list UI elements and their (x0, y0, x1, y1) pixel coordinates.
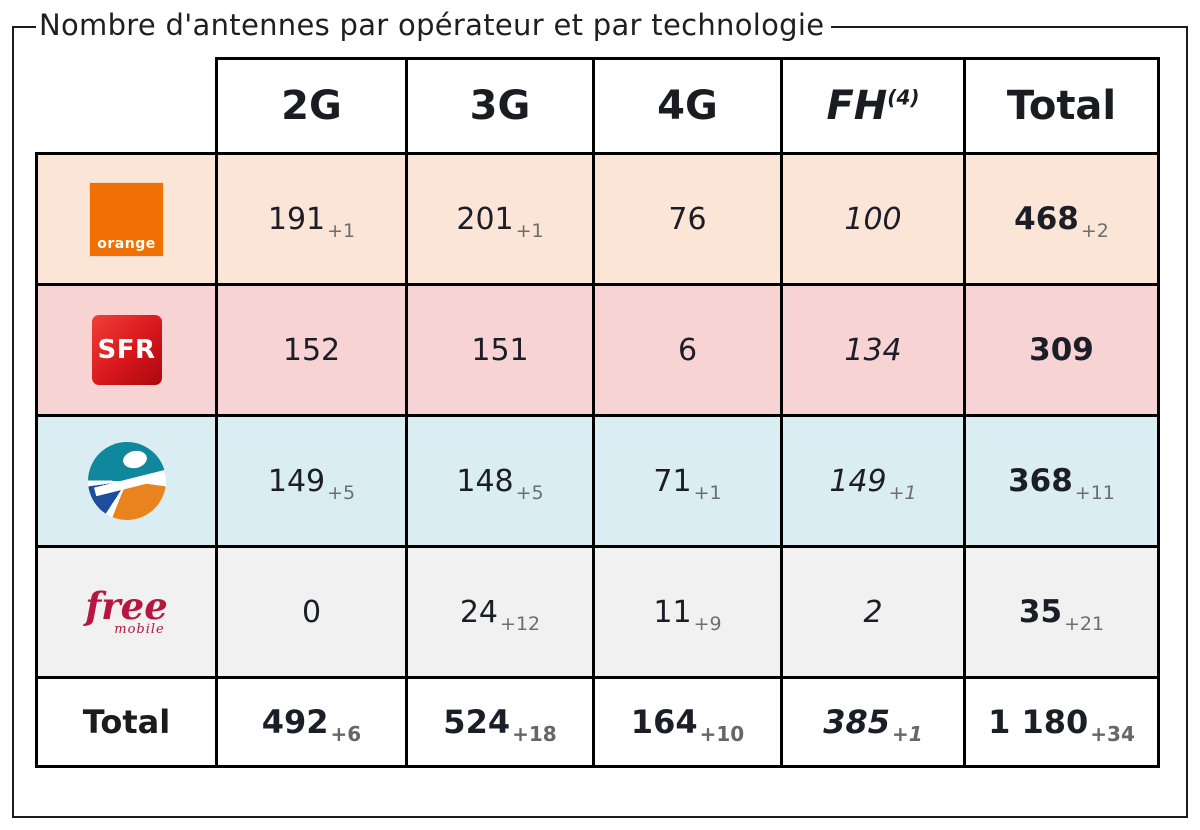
orange-4g-cell: 76 (592, 152, 783, 286)
cell-value: 309 (1029, 332, 1094, 368)
orange-total-cell: 468 +2 (963, 152, 1160, 286)
page-title: Nombre d'antennes par opérateur et par t… (36, 6, 832, 44)
total-row-label: Total (35, 676, 218, 768)
header-corner-empty (37, 59, 217, 154)
orange-logo: orange (90, 182, 163, 256)
sfr-fh-cell: 134 (780, 283, 966, 417)
row-free: free mobile 0 24 +12 11 +9 2 35 +21 (35, 545, 1160, 679)
figure-frame: Nombre d'antennes par opérateur et par t… (12, 6, 1188, 818)
antenna-table: 2G 3G 4G FH(4) Total orange (35, 57, 1160, 768)
bouygues-cell (35, 414, 218, 548)
header-row: 2G 3G 4G FH(4) Total (37, 57, 1160, 155)
free-3g-cell: 24 +12 (405, 545, 595, 679)
orange-2g-cell: 191 +1 (215, 152, 408, 286)
cell-value: 11 (653, 594, 692, 630)
row-total: Total 492 +6 524 +18 164 +10 385 +1 1 180 +34 (35, 676, 1160, 768)
cell-value: 164 (630, 703, 698, 741)
sfr-cell: SFR (35, 283, 218, 417)
sfr-2g-cell: 152 (215, 283, 408, 417)
sfr-total-cell: 309 (963, 283, 1160, 417)
cell-delta: +1 (892, 722, 923, 746)
orange-cell: orange (35, 152, 218, 286)
sfr-3g-cell: 151 (405, 283, 595, 417)
bouygues-4g-cell: 71 +1 (592, 414, 783, 548)
free-cell: free mobile (35, 545, 218, 679)
free-logo-label: free (85, 584, 168, 628)
cell-value: 0 (301, 594, 322, 630)
row-sfr: SFR 152 151 6 134 309 (35, 283, 1160, 417)
header-total: Total (963, 57, 1160, 155)
free-4g-cell: 11 +9 (592, 545, 783, 679)
cell-delta: +1 (327, 219, 356, 242)
cell-delta: +5 (327, 481, 356, 504)
header-3g: 3G (405, 57, 595, 155)
bouygues-3g-cell: 148 +5 (405, 414, 595, 548)
free-logo-sublabel: mobile (114, 622, 165, 637)
cell-value: 492 (261, 703, 329, 741)
bouygues-logo-swoosh (93, 468, 166, 497)
header-4g: 4G (592, 57, 783, 155)
cell-delta: +1 (888, 481, 917, 504)
header-fh: FH(4) (780, 57, 966, 155)
cell-value: 191 (267, 201, 326, 237)
bouygues-fh-cell: 149 +1 (780, 414, 966, 548)
orange-fh-cell: 100 (780, 152, 966, 286)
cell-value: 76 (668, 201, 707, 237)
total-2g-cell: 492 +6 (215, 676, 408, 768)
row-bouygues: 149 +5 148 +5 71 +1 149 +1 368 +11 (35, 414, 1160, 548)
cell-value: 1 180 (988, 703, 1089, 741)
cell-value: 524 (443, 703, 511, 741)
cell-value: 148 (456, 463, 514, 499)
total-3g-cell: 524 +18 (405, 676, 595, 768)
cell-delta: +11 (1074, 482, 1115, 504)
sfr-logo-label: SFR (97, 335, 156, 365)
cell-value: 149 (829, 463, 887, 499)
bouygues-total-cell: 368 +11 (963, 414, 1160, 548)
free-total-cell: 35 +21 (963, 545, 1160, 679)
cell-delta: +1 (515, 219, 544, 242)
cell-value: 24 (459, 594, 499, 630)
cell-value: 149 (267, 463, 326, 499)
cell-value: 368 (1008, 463, 1073, 499)
header-fh-label: FH (826, 83, 888, 129)
cell-value: 468 (1014, 201, 1079, 237)
cell-delta: +9 (693, 612, 722, 635)
cell-value: 2 (863, 594, 883, 630)
cell-value: 6 (677, 332, 698, 368)
sfr-logo: SFR (91, 315, 162, 385)
cell-delta: +5 (515, 481, 544, 504)
bouygues-logo-head (121, 448, 149, 470)
header-fh-footnote: (4) (887, 85, 920, 110)
cell-value: 134 (844, 332, 902, 368)
cell-delta: +18 (512, 722, 557, 746)
cell-delta: +6 (330, 722, 362, 746)
cell-value: 152 (282, 332, 341, 368)
cell-delta: +10 (699, 722, 745, 746)
total-4g-cell: 164 +10 (592, 676, 783, 768)
cell-value: 100 (844, 201, 902, 237)
cell-value: 35 (1018, 594, 1063, 630)
sfr-4g-cell: 6 (592, 283, 783, 417)
cell-value: 71 (653, 463, 692, 499)
cell-delta: +2 (1080, 220, 1109, 242)
row-orange: orange 191 +1 201 +1 76 100 468 +2 (35, 152, 1160, 286)
bouygues-telecom-logo (87, 442, 166, 520)
orange-logo-label: orange (97, 235, 156, 252)
total-total-cell: 1 180 +34 (963, 676, 1160, 768)
cell-delta: +1 (693, 481, 722, 504)
total-fh-cell: 385 +1 (780, 676, 966, 768)
cell-delta: +12 (500, 612, 541, 635)
free-fh-cell: 2 (780, 545, 966, 679)
free-2g-cell: 0 (215, 545, 408, 679)
cell-value: 151 (471, 332, 529, 368)
free-mobile-logo: free mobile (85, 584, 168, 637)
header-2g: 2G (215, 57, 408, 155)
cell-value: 385 (823, 703, 891, 741)
cell-delta: +21 (1064, 613, 1105, 635)
bouygues-2g-cell: 149 +5 (215, 414, 408, 548)
orange-3g-cell: 201 +1 (405, 152, 595, 286)
cell-value: 201 (456, 201, 514, 237)
cell-delta: +34 (1090, 722, 1135, 746)
